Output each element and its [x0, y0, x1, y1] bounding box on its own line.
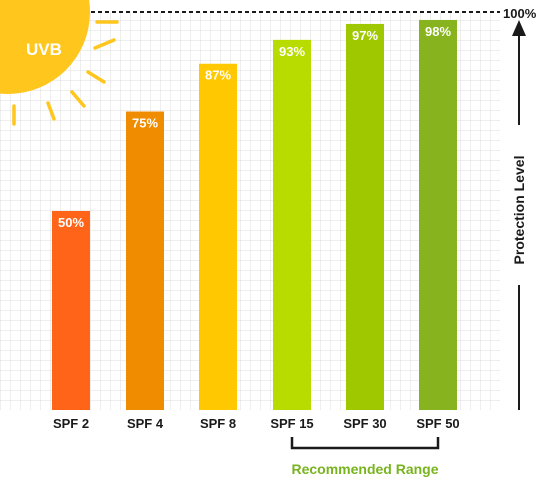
bar-value-label: 98% — [425, 24, 451, 39]
bar-value-label: 93% — [279, 44, 305, 59]
x-tick-label: SPF 50 — [416, 416, 459, 431]
x-tick-label: SPF 15 — [270, 416, 313, 431]
bar-value-label: 50% — [58, 215, 84, 230]
x-tick-label: SPF 4 — [127, 416, 164, 431]
bar-value-label: 75% — [132, 116, 158, 131]
bar-spf-50 — [419, 19, 457, 411]
bars: 50% 75% 87% 93% 97% 98% — [52, 19, 457, 411]
bracket-line — [290, 437, 440, 450]
x-tick-label: SPF 8 — [200, 416, 236, 431]
bar-spf-30 — [346, 23, 384, 410]
uvb-label: UVB — [26, 40, 62, 59]
recommended-range-bracket — [290, 437, 440, 450]
y-axis-title: Protection Level — [511, 156, 527, 265]
sun-icon — [0, 0, 119, 126]
bar-spf-8 — [199, 63, 237, 411]
top-reference-label: 100% — [503, 6, 537, 21]
bar-value-label: 97% — [352, 28, 378, 43]
protection-axis — [512, 20, 526, 410]
bar-value-label: 87% — [205, 68, 231, 83]
bar-spf-2 — [52, 211, 90, 410]
bar-spf-15 — [273, 39, 311, 411]
recommended-range-label: Recommended Range — [291, 461, 438, 477]
x-tick-label: SPF 30 — [343, 416, 386, 431]
x-axis-ticks: SPF 2 SPF 4 SPF 8 SPF 15 SPF 30 SPF 50 — [53, 416, 460, 431]
x-tick-label: SPF 2 — [53, 416, 89, 431]
bar-spf-4 — [126, 111, 164, 410]
